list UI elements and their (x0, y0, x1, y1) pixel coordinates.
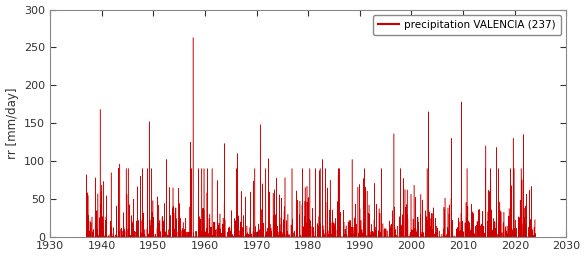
Y-axis label: rr [mm/day]: rr [mm/day] (5, 87, 19, 159)
Legend: precipitation VALENCIA (237): precipitation VALENCIA (237) (373, 15, 561, 35)
